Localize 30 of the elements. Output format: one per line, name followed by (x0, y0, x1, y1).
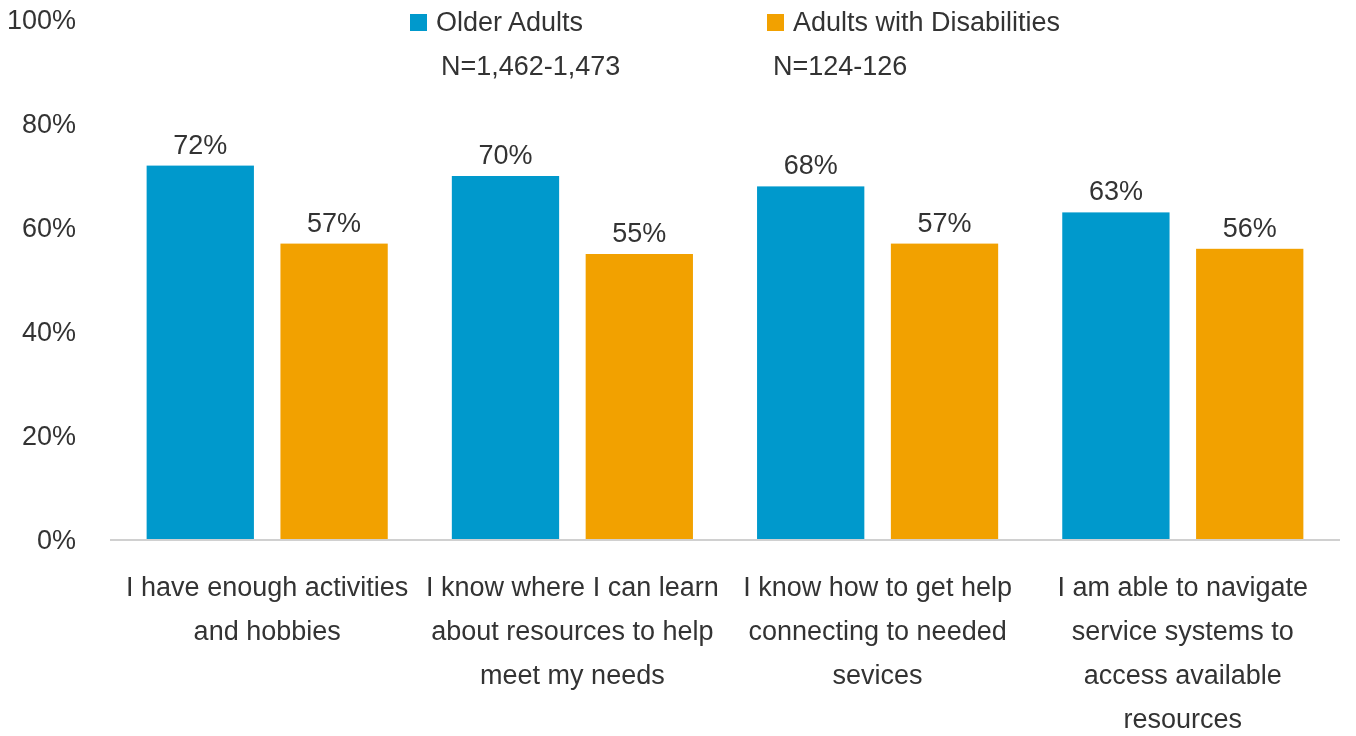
bar (757, 186, 865, 540)
bar (280, 243, 388, 540)
data-label: 70% (478, 140, 533, 170)
bar (585, 254, 693, 540)
bar (1196, 248, 1304, 540)
annotation: N=124-126 (773, 51, 908, 81)
legend-label: Older Adults (436, 7, 584, 37)
legend-label: Adults with Disabilities (793, 7, 1061, 37)
bar (890, 243, 999, 540)
data-label: 68% (783, 150, 838, 181)
x-tick-label: I know where I can learn about resources to help meet my needs (426, 572, 719, 690)
data-label: 55% (612, 218, 667, 248)
bar (1062, 212, 1170, 540)
data-label: 56% (1222, 212, 1277, 243)
data-label: 57% (307, 207, 362, 238)
bar (451, 176, 560, 540)
y-tick-label: 20% (21, 421, 76, 451)
y-tick-label: 80% (21, 109, 76, 139)
data-label: 63% (1088, 176, 1143, 207)
y-tick-label: 40% (21, 317, 76, 347)
y-tick-label: 60% (21, 213, 76, 243)
x-tick-label: I have enough activities and hobbies (126, 572, 409, 646)
data-label: 72% (173, 129, 228, 160)
y-tick-label: 0% (36, 525, 76, 555)
data-label: 57% (917, 207, 972, 238)
x-tick-label: I know how to get help connecting to needed sevices (743, 572, 1012, 690)
bar (146, 165, 254, 540)
y-tick-label: 100% (6, 5, 76, 35)
annotation: N=1,462-1,473 (441, 51, 621, 81)
x-tick-label: I am able to navigate service systems to access available resources (1057, 572, 1309, 734)
